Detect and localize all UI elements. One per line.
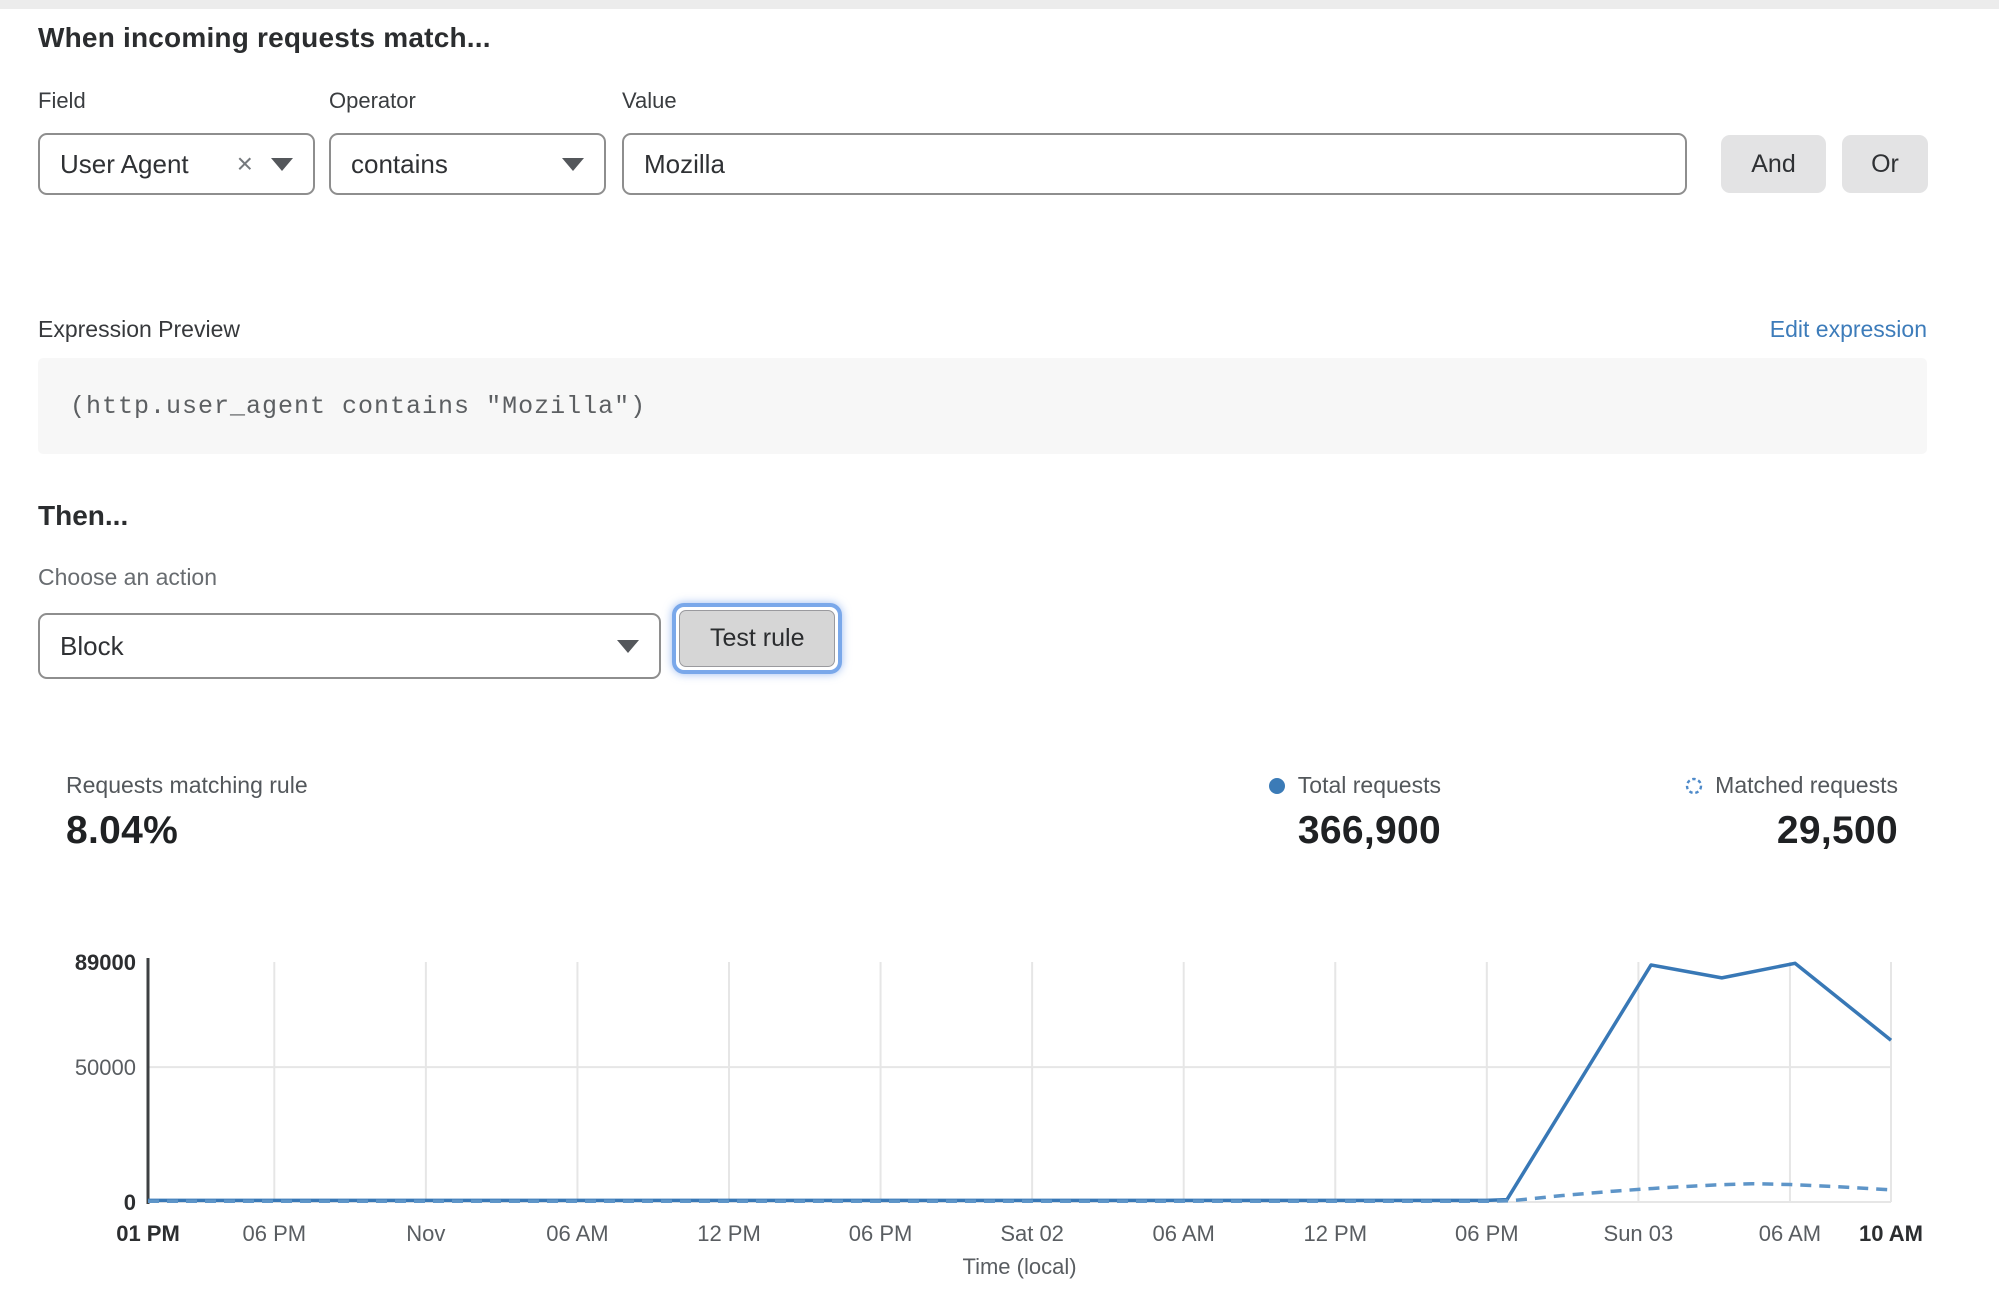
requests-matching-label: Requests matching rule [66,772,308,798]
test-rule-focus-ring: Test rule [672,603,843,674]
svg-text:12 PM: 12 PM [1303,1221,1367,1246]
svg-text:89000: 89000 [75,950,136,975]
matched-requests-value: 29,500 [1776,809,1898,852]
svg-text:06 PM: 06 PM [1455,1221,1519,1246]
svg-text:10 AM: 10 AM [1859,1221,1923,1246]
svg-text:06 PM: 06 PM [243,1221,307,1246]
svg-text:01 PM: 01 PM [116,1221,180,1246]
requests-chart: 0 50000 89000 01 PM 06 PM Nov 06 AM 12 PM 06 PM S… [0,930,1999,1295]
action-select[interactable]: Block [38,613,661,679]
svg-text:06 AM: 06 AM [1153,1221,1215,1246]
expression-preview-label: Expression Preview [38,316,240,342]
value-input[interactable] [622,133,1687,195]
expression-code: (http.user_agent contains "Mozilla") [70,391,647,421]
total-requests-value: 366,900 [1297,809,1441,852]
field-select[interactable]: User Agent × [38,133,315,195]
total-requests-legend-icon [1268,777,1285,794]
value-label: Value [622,88,677,113]
chevron-down-icon [562,157,584,171]
operator-select[interactable]: contains [329,133,606,195]
chevron-down-icon [271,157,293,171]
requests-chart-svg: 0 50000 89000 01 PM 06 PM Nov 06 AM 12 PM 06 PM S… [75,950,1923,1279]
svg-text:06 AM: 06 AM [1759,1221,1821,1246]
svg-text:0: 0 [124,1190,136,1215]
then-heading: Then... [38,500,129,531]
test-rule-button[interactable]: Test rule [679,610,836,667]
total-requests-label: Total requests [1297,772,1441,798]
requests-matching-stat: Requests matching rule 8.04% [66,772,308,853]
svg-text:06 AM: 06 AM [546,1221,608,1246]
expression-preview-box: (http.user_agent contains "Mozilla") [38,358,1927,454]
operator-label: Operator [329,88,416,113]
choose-action-label: Choose an action [38,564,218,590]
svg-text:Sun 03: Sun 03 [1604,1221,1674,1246]
or-button[interactable]: Or [1842,135,1928,193]
svg-text:06 PM: 06 PM [849,1221,913,1246]
matched-requests-stat: Matched requests 29,500 [1685,772,1898,853]
top-divider [0,0,1999,9]
operator-select-value: contains [351,148,448,179]
and-button[interactable]: And [1721,135,1826,193]
action-select-value: Block [60,630,124,661]
match-heading: When incoming requests match... [38,22,491,53]
field-select-value: User Agent [60,148,189,179]
svg-text:Nov: Nov [406,1221,445,1246]
field-label: Field [38,88,86,113]
svg-text:12 PM: 12 PM [697,1221,761,1246]
clear-field-icon[interactable]: × [236,148,253,179]
edit-expression-link[interactable]: Edit expression [1769,316,1927,342]
svg-text:Sat 02: Sat 02 [1000,1221,1064,1246]
matched-requests-legend-icon [1685,777,1703,794]
matched-requests-label: Matched requests [1715,772,1898,798]
requests-matching-value: 8.04% [66,809,179,852]
chevron-down-icon [617,639,639,653]
total-requests-stat: Total requests 366,900 [1268,772,1441,853]
svg-text:Time (local): Time (local) [962,1254,1076,1279]
svg-text:50000: 50000 [75,1055,136,1080]
